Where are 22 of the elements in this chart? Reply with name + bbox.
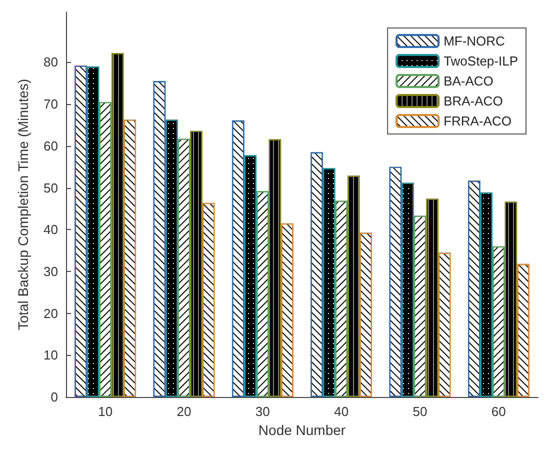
- legend-label: FRRA-ACO: [444, 114, 512, 128]
- legend-label: BA-ACO: [444, 74, 494, 88]
- y-tick-label: 80: [44, 54, 58, 70]
- y-tick-label: 0: [50, 390, 58, 404]
- y-axis-title: Total Backup Completion Time (Minutes): [15, 78, 31, 330]
- x-tick-label: 20: [176, 404, 192, 419]
- x-tick-label: 40: [334, 404, 349, 419]
- x-tick-label: 50: [412, 404, 428, 419]
- y-tick-label: 40: [44, 222, 58, 238]
- y-tick-label: 20: [44, 306, 58, 321]
- x-axis-title: Node Number: [258, 422, 346, 438]
- y-tick-label: 70: [44, 96, 58, 112]
- x-tick-label: 30: [255, 404, 270, 419]
- x-tick-label: 10: [98, 404, 113, 419]
- legend-label: BRA-ACO: [444, 94, 503, 108]
- y-tick-label: 10: [44, 348, 58, 363]
- legend-label: TwoStep-ILP: [444, 54, 518, 68]
- y-tick-label: 60: [44, 138, 58, 154]
- x-tick-label: 60: [491, 404, 506, 419]
- y-tick-label: 50: [44, 180, 58, 196]
- y-tick-label: 30: [44, 264, 58, 279]
- legend-label: MF-NORC: [444, 34, 505, 48]
